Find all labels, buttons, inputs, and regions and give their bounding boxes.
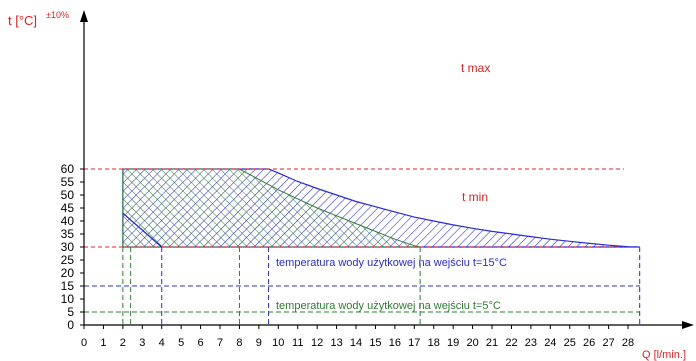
y-axis-label: t [°C] (8, 13, 37, 28)
guide-lines (84, 168, 641, 325)
x-tick-label: 16 (389, 337, 401, 349)
x-tick-label: 18 (428, 337, 440, 349)
y-tick-label: 5 (67, 305, 74, 319)
x-tick-label: 9 (256, 337, 262, 349)
x-tick-label: 0 (81, 337, 87, 349)
y-tick-label: 10 (61, 292, 75, 306)
y-axis-tolerance: ±10% (46, 10, 69, 20)
x-tick-label: 17 (408, 337, 420, 349)
x-tick-label: 12 (311, 337, 323, 349)
y-tick-label: 35 (61, 227, 75, 241)
y-tick-label: 30 (61, 240, 75, 254)
x-tick-label: 26 (583, 337, 595, 349)
operating-areas (122, 168, 640, 248)
y-tick-label: 60 (61, 162, 75, 176)
x-axis-arrow (682, 321, 694, 329)
y-tick-label: 40 (61, 214, 75, 228)
x-tick-label: 20 (466, 337, 478, 349)
y-tick-label: 25 (61, 253, 75, 267)
x-tick-label: 7 (217, 337, 223, 349)
inlet-15-label: temperatura wody użytkowej na wejściu t=… (276, 257, 507, 269)
x-tick-label: 19 (447, 337, 459, 349)
y-tick-label: 45 (61, 201, 75, 215)
y-tick-label: 20 (61, 266, 75, 280)
x-tick-label: 25 (564, 337, 576, 349)
x-tick-label: 14 (350, 337, 362, 349)
t-max-label: t max (461, 61, 490, 75)
x-tick-label: 22 (505, 337, 517, 349)
x-tick-label: 5 (178, 337, 184, 349)
x-tick-label: 2 (120, 337, 126, 349)
x-tick-label: 13 (330, 337, 342, 349)
area-diagonal-edge (122, 212, 163, 248)
x-tick-label: 8 (236, 337, 242, 349)
x-tick-label: 21 (486, 337, 498, 349)
t-min-label: t min (462, 190, 488, 204)
x-tick-label: 6 (198, 337, 204, 349)
y-tick-label: 15 (61, 279, 75, 293)
y-tick-label: 55 (61, 175, 75, 189)
x-tick-label: 15 (369, 337, 381, 349)
x-tick-label: 24 (544, 337, 556, 349)
area-inlet-5 (122, 168, 421, 248)
y-tick-label: 50 (61, 188, 75, 202)
x-tick-label: 4 (159, 337, 165, 349)
chart-labels: t [°C] ±10% Q [l/min.] t max t min tempe… (8, 10, 686, 361)
x-tick-label: 3 (139, 337, 145, 349)
y-axis-arrow (80, 10, 88, 22)
x-tick-label: 27 (602, 337, 614, 349)
x-tick-label: 1 (100, 337, 106, 349)
x-tick-label: 28 (622, 337, 634, 349)
y-tick-label: 0 (67, 318, 74, 332)
x-axis-label: Q [l/min.] (642, 349, 686, 361)
x-tick-label: 10 (272, 337, 284, 349)
x-tick-label: 11 (292, 337, 303, 349)
inlet-5-label: temperatura wody użytkowej na wejściu t=… (276, 300, 501, 312)
x-tick-label: 23 (525, 337, 537, 349)
